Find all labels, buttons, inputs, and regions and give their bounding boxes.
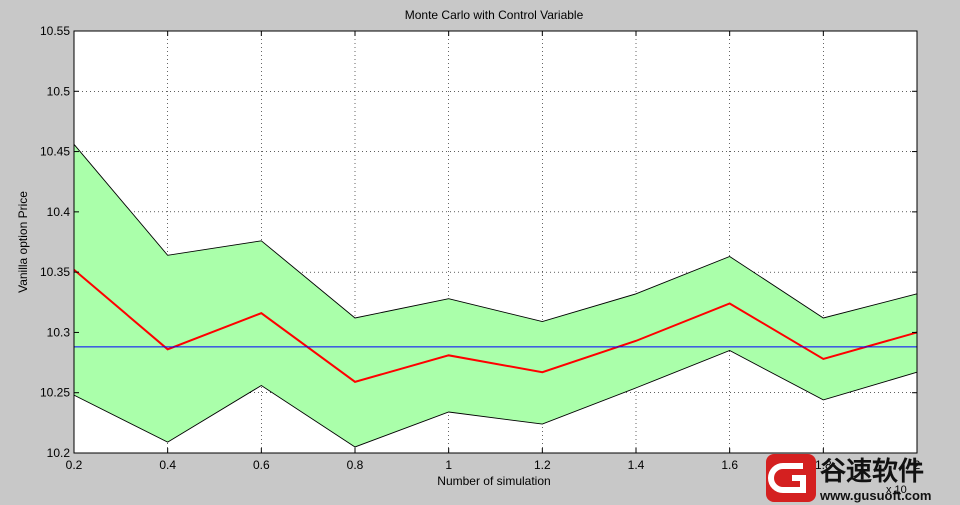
estimate-line: [73, 268, 918, 383]
confidence-band: [74, 144, 917, 447]
watermark-cn-text: 谷速软件: [820, 456, 924, 486]
y-tick-label: 10.45: [40, 145, 70, 159]
x-tick-label: 1.2: [534, 458, 551, 472]
y-tick-label: 10.5: [47, 84, 71, 98]
chart-title: Monte Carlo with Control Variable: [405, 8, 584, 22]
x-axis-multiplier: x 10: [886, 484, 907, 496]
y-tick-label: 10.35: [40, 265, 70, 279]
x-tick-label: 0.8: [347, 458, 364, 472]
logo-g-icon: [768, 463, 806, 493]
watermark-url-text: www.gusuoft.com: [819, 488, 931, 503]
y-axis-label: Vanilla option Price: [16, 191, 30, 293]
y-tick-label: 10.4: [47, 205, 71, 219]
x-tick-label: 1.6: [721, 458, 738, 472]
series-lines: [73, 144, 918, 448]
upper-bound-line: [73, 144, 918, 323]
y-axis-ticks: 10.2 10.25 10.3 10.35 10.4 10.45 10.5 10.55: [40, 24, 917, 460]
y-tick-label: 10.25: [40, 386, 70, 400]
x-tick-label: 0.6: [253, 458, 270, 472]
x-tick-label: 1: [445, 458, 452, 472]
x-tick-label: 1.4: [628, 458, 645, 472]
lower-bound-line: [73, 350, 918, 448]
x-axis-ticks: 0.2 0.4 0.6 0.8 1 1.2 1.4 1.6 1.8 2: [66, 31, 921, 472]
y-tick-label: 10.55: [40, 24, 70, 38]
y-tick-label: 10.2: [47, 446, 71, 460]
x-tick-label: 2: [914, 458, 921, 472]
watermark-logo: 谷速软件 www.gusuoft.com: [766, 454, 931, 503]
x-tick-label: 0.2: [66, 458, 83, 472]
x-axis-label: Number of simulation: [437, 474, 550, 488]
x-tick-label: 1.8: [815, 458, 832, 472]
x-tick-label: 0.4: [159, 458, 176, 472]
plot-frame: [73, 30, 918, 454]
y-tick-label: 10.3: [47, 325, 71, 339]
